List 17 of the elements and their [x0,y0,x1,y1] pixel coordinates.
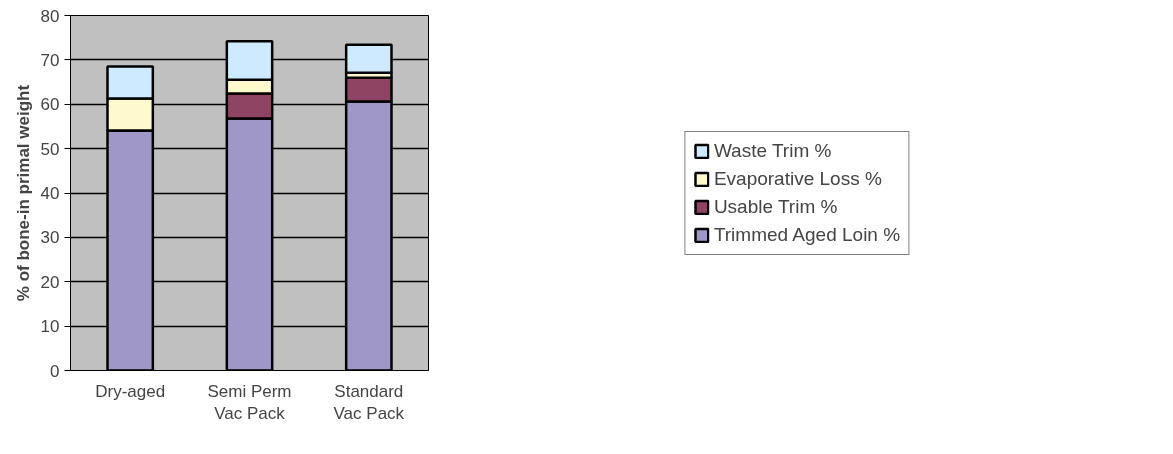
legend-label: Usable Trim % [713,195,838,218]
y-tick-label: 10 [40,317,60,337]
y-tick-label: 70 [40,50,60,70]
legend-label: Evaporative Loss % [713,167,882,190]
x-tick-label: Standard Vac Pack [333,381,405,424]
y-tick-label: 80 [40,6,60,26]
legend-label: Trimmed Aged Loin % [713,223,901,246]
y-tick-label: 0 [50,361,60,381]
x-tick-label: Dry-aged [95,381,166,401]
y-tick-label: 60 [40,95,60,115]
y-tick-label: 20 [40,272,60,292]
y-tick-label: 30 [40,228,60,248]
legend-label: Waste Trim % [713,139,832,162]
y-axis-title: % of bone-in primal weight [13,84,33,302]
y-tick-label: 50 [40,139,60,159]
x-tick-label: Semi Perm Vac Pack [207,381,292,424]
y-tick-label: 40 [40,184,60,203]
